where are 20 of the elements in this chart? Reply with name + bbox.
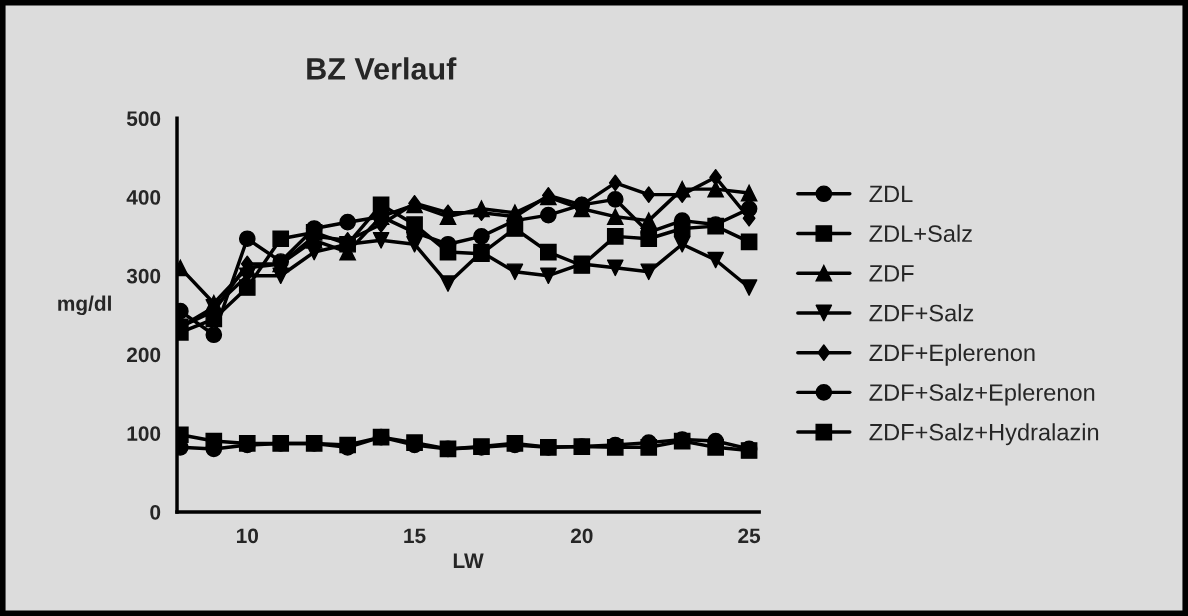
y-tick-label: 300 bbox=[126, 268, 161, 284]
legend-label: ZDF+Salz+Eplerenon bbox=[869, 383, 1095, 406]
y-tick-label: 100 bbox=[127, 426, 161, 441]
y-axis-title: mg/dl bbox=[58, 295, 111, 316]
chart-title: BZ Verlauf bbox=[307, 57, 457, 80]
y-tick-label: 500 bbox=[126, 111, 161, 127]
legend-label: ZDL+Salz bbox=[869, 224, 972, 242]
x-tick-label: 10 bbox=[236, 528, 258, 544]
y-tick-label: 0 bbox=[150, 504, 161, 520]
y-tick-label: 400 bbox=[126, 190, 161, 205]
x-tick-label: 15 bbox=[404, 528, 426, 544]
legend-label: ZDF+Salz+Hydralazin bbox=[869, 423, 1099, 446]
legend-label: ZDF+Eplerenon bbox=[869, 343, 1035, 366]
x-axis-title: LW bbox=[453, 553, 484, 568]
legend-label: ZDL bbox=[869, 185, 913, 203]
legend-label: ZDF+Salz bbox=[869, 304, 974, 322]
y-tick-label: 200 bbox=[127, 347, 161, 363]
legend-label: ZDF bbox=[869, 265, 914, 282]
x-tick-label: 25 bbox=[738, 528, 761, 544]
x-tick-label: 20 bbox=[570, 528, 593, 544]
